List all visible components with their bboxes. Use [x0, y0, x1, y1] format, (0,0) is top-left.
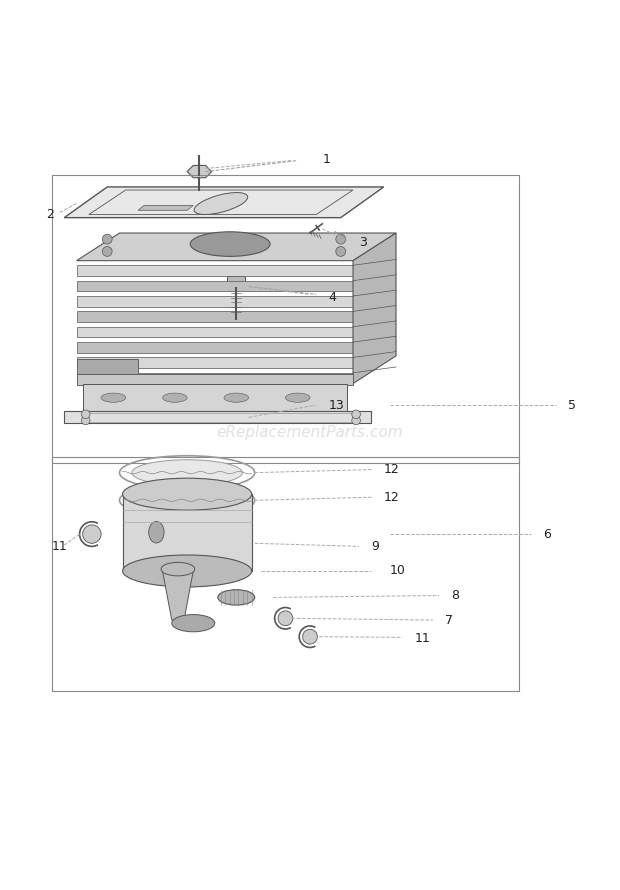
Text: 7: 7 [445, 613, 453, 627]
Text: 6: 6 [544, 528, 551, 540]
Circle shape [102, 234, 112, 244]
Text: 11: 11 [414, 632, 430, 645]
Polygon shape [162, 571, 193, 620]
Circle shape [102, 247, 112, 256]
Text: 5: 5 [568, 399, 576, 411]
Text: 9: 9 [371, 540, 379, 553]
Bar [52, 457, 519, 691]
Polygon shape [82, 384, 347, 411]
Polygon shape [138, 206, 193, 210]
Ellipse shape [132, 488, 242, 514]
Ellipse shape [224, 393, 249, 402]
Text: 2: 2 [46, 208, 54, 221]
Text: 13: 13 [329, 399, 344, 411]
Text: 12: 12 [384, 463, 399, 476]
Polygon shape [76, 265, 353, 276]
Circle shape [303, 629, 317, 644]
Circle shape [82, 525, 101, 543]
Ellipse shape [190, 231, 270, 256]
Polygon shape [76, 342, 353, 352]
Text: 4: 4 [329, 291, 336, 304]
Polygon shape [76, 358, 353, 368]
Polygon shape [76, 233, 396, 261]
Text: 1: 1 [322, 153, 330, 166]
Ellipse shape [285, 393, 310, 402]
Text: 11: 11 [52, 540, 68, 553]
Ellipse shape [218, 590, 255, 605]
Text: 8: 8 [451, 589, 459, 602]
Bar [52, 174, 519, 464]
Circle shape [352, 417, 360, 425]
Polygon shape [123, 494, 252, 571]
Polygon shape [64, 187, 384, 218]
Polygon shape [76, 296, 353, 307]
Circle shape [352, 410, 360, 418]
Polygon shape [227, 276, 246, 285]
Circle shape [336, 247, 345, 256]
Circle shape [278, 611, 293, 626]
Ellipse shape [161, 562, 195, 576]
Polygon shape [187, 166, 211, 178]
Text: eReplacementParts.com: eReplacementParts.com [216, 425, 404, 441]
Ellipse shape [194, 192, 248, 214]
Ellipse shape [162, 393, 187, 402]
Circle shape [81, 410, 90, 418]
Ellipse shape [132, 460, 242, 486]
Text: 10: 10 [390, 564, 405, 578]
Polygon shape [76, 359, 138, 375]
Ellipse shape [101, 393, 126, 402]
Ellipse shape [172, 615, 215, 632]
Text: 12: 12 [384, 490, 399, 504]
Polygon shape [76, 327, 353, 337]
Polygon shape [76, 375, 353, 384]
Polygon shape [76, 312, 353, 322]
Text: 3: 3 [359, 236, 367, 248]
Polygon shape [64, 411, 371, 424]
Polygon shape [76, 280, 353, 291]
Circle shape [336, 234, 345, 244]
Polygon shape [76, 373, 353, 384]
Circle shape [81, 417, 90, 425]
Polygon shape [353, 233, 396, 384]
Ellipse shape [123, 478, 252, 510]
Ellipse shape [149, 522, 164, 543]
Ellipse shape [123, 555, 252, 587]
